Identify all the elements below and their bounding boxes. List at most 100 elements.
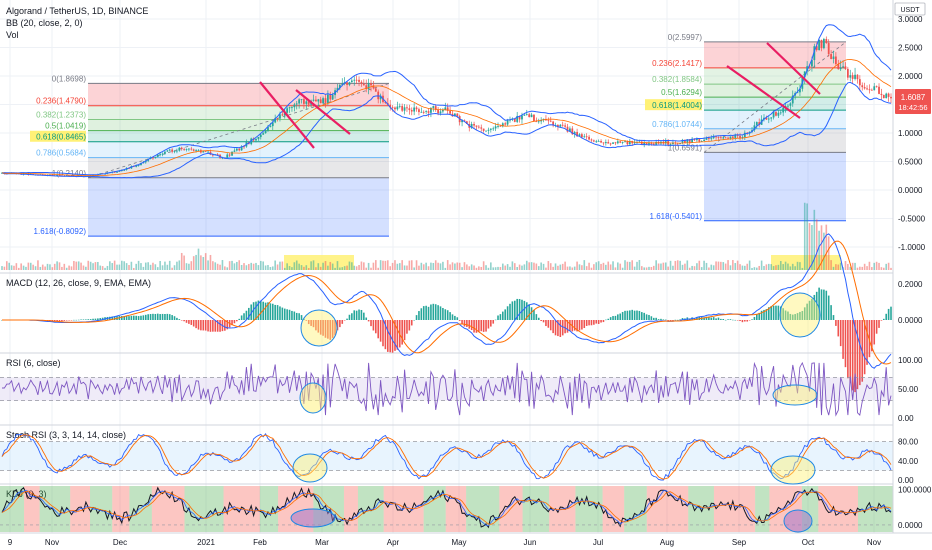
candle-body <box>202 151 205 153</box>
price-tick-label: 0.0000 <box>898 186 923 195</box>
volume-bar <box>121 260 123 270</box>
volume-bar <box>722 262 725 270</box>
macd-histogram-bar <box>180 320 183 321</box>
volume-bar <box>200 255 202 270</box>
volume-bar <box>727 260 729 270</box>
candle-body <box>140 162 142 166</box>
candle-body <box>118 171 121 172</box>
volume-bar <box>741 265 744 270</box>
candle-body <box>384 102 387 104</box>
candle-body <box>190 148 193 150</box>
volume-bar <box>839 262 842 270</box>
candle-body <box>504 123 507 125</box>
candle-body <box>336 87 339 91</box>
volume-bar <box>125 263 128 270</box>
volume-bar <box>214 262 217 270</box>
macd-histogram-bar <box>854 320 856 393</box>
volume-bar <box>633 266 636 270</box>
volume-bar <box>252 263 255 270</box>
volume-bar <box>197 248 200 270</box>
volume-bar <box>506 264 509 270</box>
candle-body <box>185 149 188 150</box>
volume-bar <box>602 262 605 270</box>
volume-bar <box>475 267 478 270</box>
currency-badge[interactable]: USDT <box>894 2 926 16</box>
volume-bar <box>216 263 219 270</box>
volume-bar <box>132 267 135 270</box>
macd-histogram-bar <box>307 320 310 325</box>
macd-histogram-bar <box>233 320 236 324</box>
macd-histogram-bar <box>367 320 370 322</box>
macd-histogram-bar <box>173 316 176 320</box>
volume-bar <box>430 262 432 270</box>
macd-histogram-bar <box>458 320 461 321</box>
macd-histogram-bar <box>480 320 483 332</box>
volume-bar <box>317 263 320 270</box>
volume-bar <box>827 236 830 270</box>
macd-histogram-bar <box>825 290 828 320</box>
candle-body <box>338 84 341 88</box>
candle-body <box>707 138 710 139</box>
candle-body <box>283 112 286 116</box>
volume-bar <box>164 261 166 270</box>
header-legend: Algorand / TetherUS, 1D, BINANCE BB (20,… <box>6 6 148 40</box>
fib-level-label: 1.618(-0.8092) <box>34 227 87 236</box>
candle-body <box>470 123 473 128</box>
volume-bar <box>470 264 473 270</box>
candle-body <box>485 130 487 132</box>
fibonacci-retracements[interactable]: 0(1.8698) 0.236(1.4790) 0.382(1.2373) 0.5(1… <box>30 33 847 237</box>
candle-body <box>259 134 262 138</box>
volume-bar <box>676 260 679 270</box>
volume-bar <box>698 260 701 270</box>
candle-body <box>626 141 629 145</box>
volume-bar <box>61 266 63 270</box>
candle-body <box>322 98 324 104</box>
indicator-panels: MACD (12, 26, close, 9, EMA, EMA) RSI (6,… <box>0 233 932 534</box>
volume-bar <box>89 261 92 270</box>
macd-histogram-bar <box>446 310 449 320</box>
candle-body <box>374 88 377 92</box>
volume-bar <box>195 254 197 270</box>
candle-body <box>494 126 497 129</box>
volume-bar <box>56 261 58 270</box>
volume-bar <box>631 260 634 270</box>
macd-histogram-bar <box>327 320 329 339</box>
macd-histogram-bar <box>168 314 171 320</box>
candle-body <box>758 122 761 125</box>
volume-bar <box>231 260 233 270</box>
volume-bar <box>322 262 324 270</box>
macd-histogram-bar <box>794 314 796 320</box>
macd-histogram-bar <box>590 320 593 326</box>
volume-bar <box>68 265 70 270</box>
volume-bar <box>811 225 813 270</box>
volume-bar <box>597 261 600 270</box>
macd-histogram-bar <box>770 306 772 320</box>
candle-body <box>267 127 269 131</box>
macd-histogram-bar <box>161 313 164 320</box>
candle-body <box>492 128 495 130</box>
volume-bar <box>720 261 722 270</box>
candle-body <box>854 74 856 79</box>
volume-bar <box>118 264 121 270</box>
candle-body <box>650 143 653 144</box>
macd-histogram-bar <box>245 310 248 320</box>
kdj-background-block <box>602 486 625 532</box>
candle-body <box>188 148 190 150</box>
candle-body <box>113 172 116 173</box>
candle-body <box>691 138 694 143</box>
volume-bar <box>490 262 492 270</box>
candle-body <box>885 93 888 99</box>
candle-body <box>834 56 837 65</box>
macd-histogram-bar <box>631 309 634 320</box>
fib-zone <box>88 157 389 178</box>
volume-bar <box>39 266 42 270</box>
candle-body <box>487 129 490 131</box>
volume-bar <box>710 264 713 270</box>
volume-bar <box>559 264 562 270</box>
annotations[interactable] <box>259 42 821 149</box>
macd-histogram-bar <box>796 313 799 320</box>
candle-body <box>782 107 785 113</box>
macd-histogram-bar <box>717 317 720 320</box>
macd-histogram-bar <box>231 320 233 326</box>
